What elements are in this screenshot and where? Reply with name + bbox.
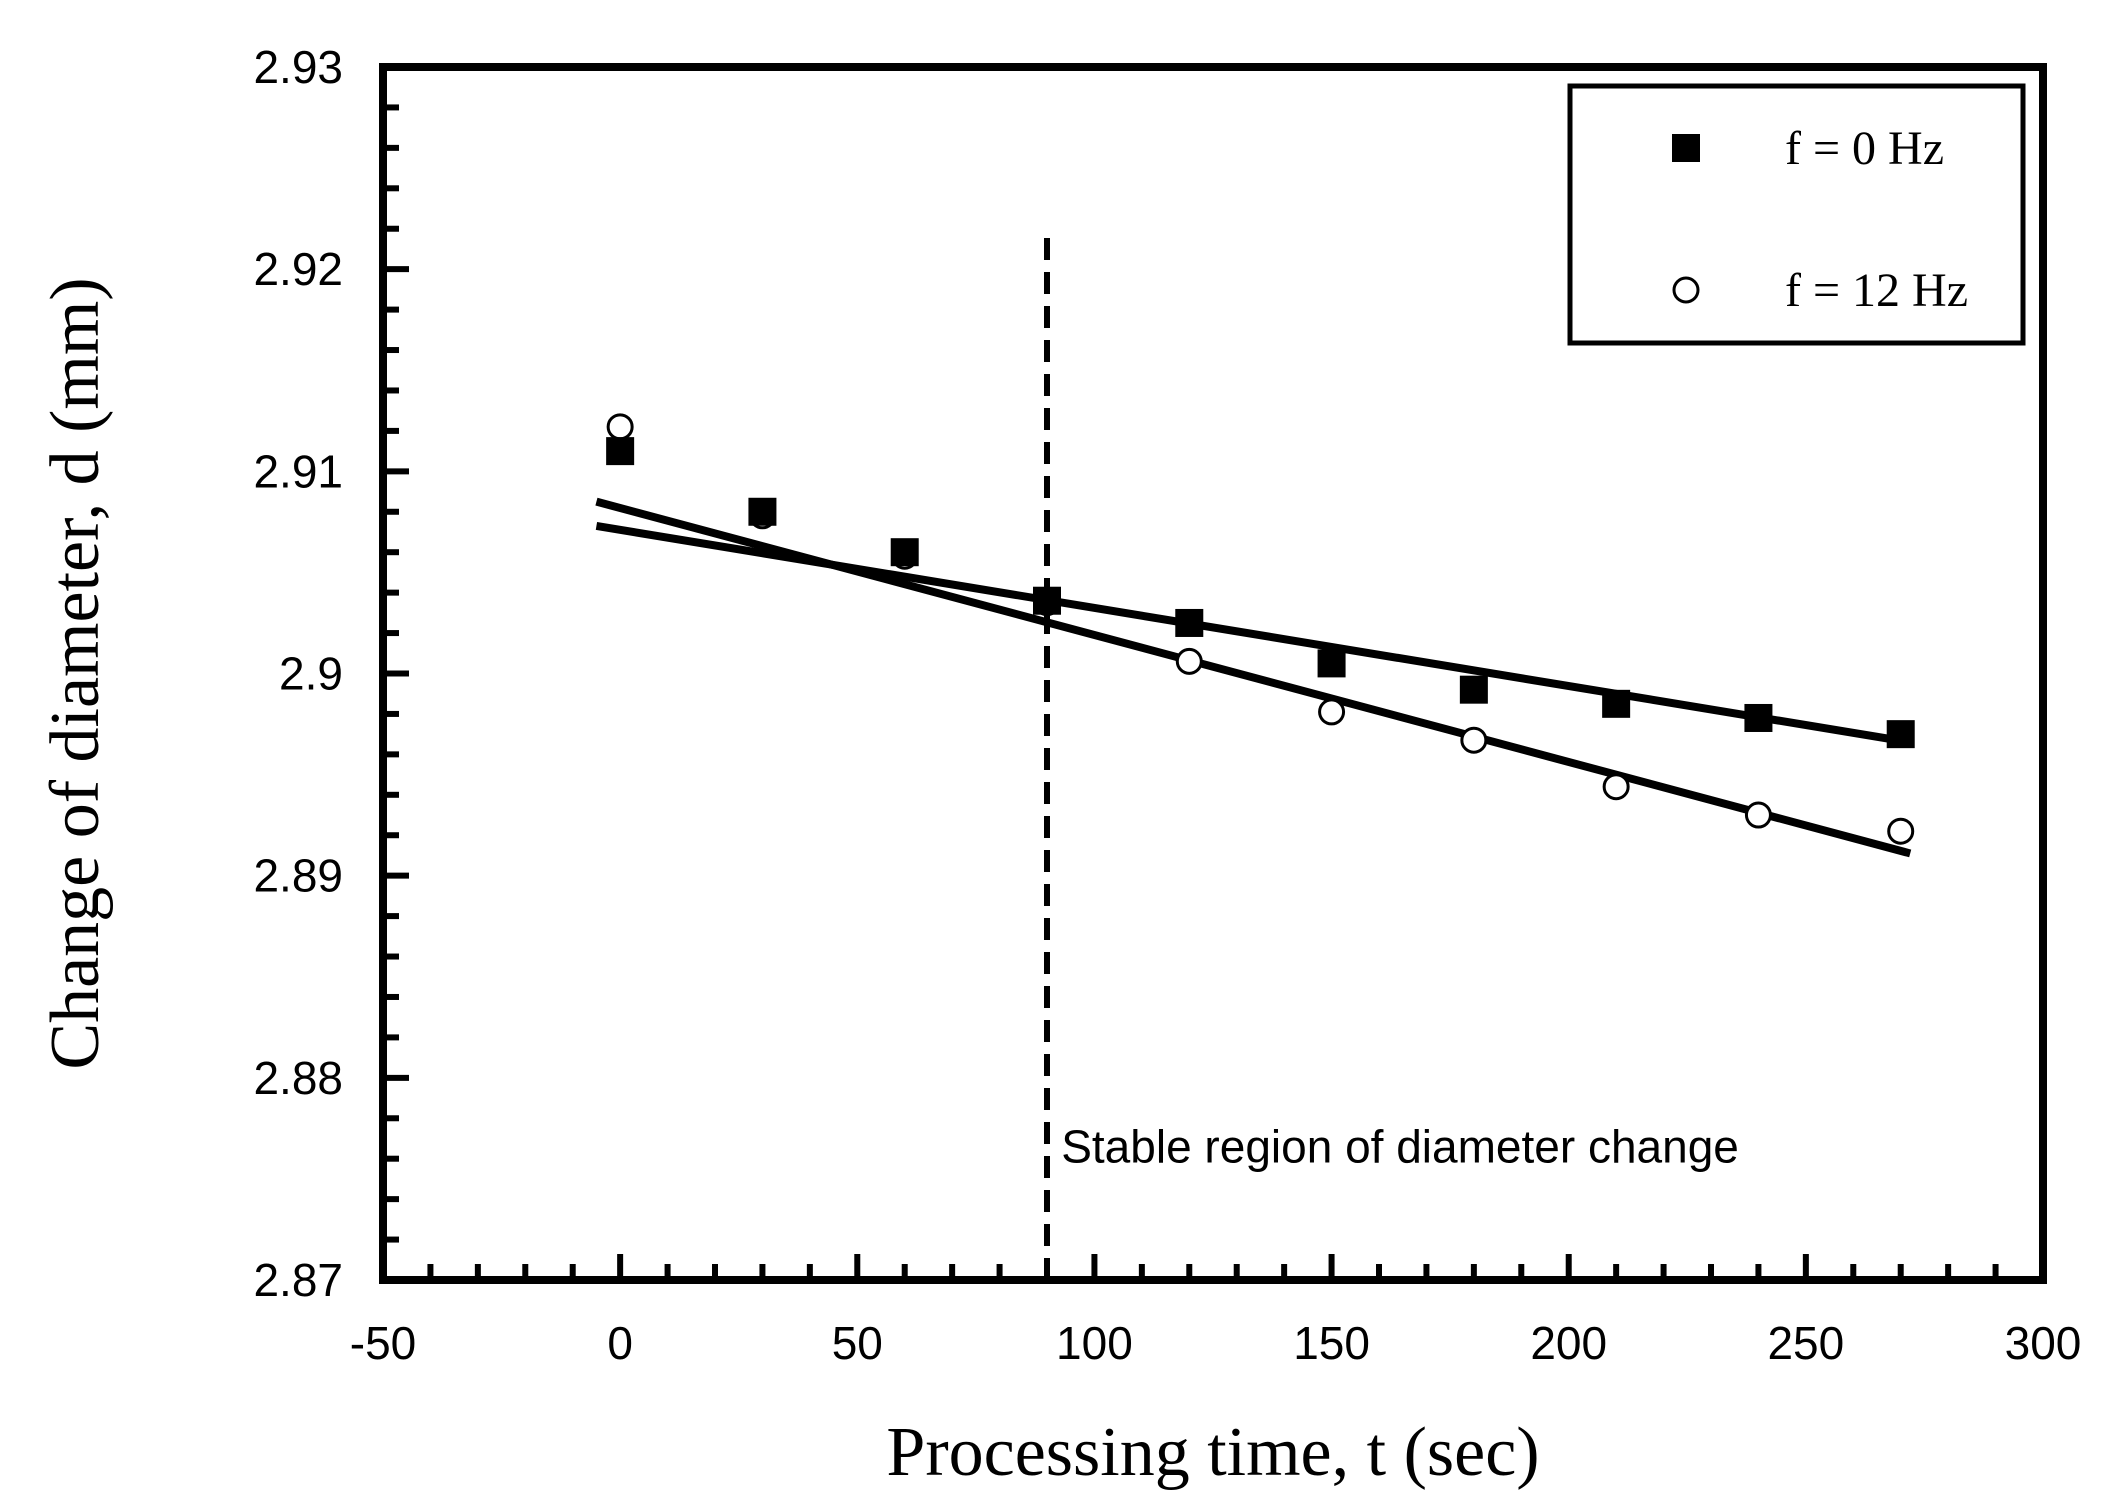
fit-lines bbox=[595, 497, 1912, 858]
legend-label-12hz: f = 12 Hz bbox=[1785, 264, 1968, 317]
legend-box bbox=[1567, 83, 2026, 346]
legend: f = 0 Hz f = 12 Hz bbox=[1567, 83, 2026, 346]
legend-marker-12hz bbox=[1672, 276, 1700, 304]
x-axis-title: Processing time, t (sec) bbox=[886, 1414, 1539, 1491]
x-tick-label: 0 bbox=[607, 1317, 633, 1369]
x-tick-label: -50 bbox=[350, 1317, 416, 1369]
x-tick-label: 300 bbox=[2005, 1317, 2082, 1369]
data-point-0hz bbox=[1317, 649, 1346, 678]
data-points bbox=[606, 413, 1915, 845]
data-point-12hz bbox=[1460, 726, 1488, 754]
y-axis-title: Change of diameter, d (mm) bbox=[37, 277, 114, 1069]
data-point-12hz bbox=[1744, 801, 1772, 829]
y-tick-label: 2.92 bbox=[253, 243, 343, 295]
data-point-0hz bbox=[1033, 586, 1061, 615]
y-tick-label: 2.93 bbox=[253, 41, 343, 93]
data-point-12hz bbox=[606, 413, 634, 441]
legend-label-0hz: f = 0 Hz bbox=[1785, 122, 1944, 175]
x-tick-label: 200 bbox=[1530, 1317, 1607, 1369]
data-point-12hz bbox=[1602, 773, 1630, 801]
x-tick-label: 150 bbox=[1293, 1317, 1370, 1369]
y-tick-label: 2.89 bbox=[253, 850, 343, 902]
y-tick-label: 2.91 bbox=[253, 445, 343, 497]
data-point-12hz bbox=[1887, 817, 1915, 845]
data-point-12hz bbox=[1175, 647, 1203, 675]
data-point-0hz bbox=[1886, 720, 1915, 749]
stable-region-label: Stable region of diameter change bbox=[1061, 1121, 1739, 1173]
y-tick-label: 2.88 bbox=[253, 1052, 343, 1104]
x-tick-label: 100 bbox=[1056, 1317, 1133, 1369]
data-point-0hz bbox=[1459, 675, 1488, 704]
data-point-0hz bbox=[606, 437, 635, 466]
data-point-0hz bbox=[890, 538, 919, 567]
x-tick-label: 50 bbox=[832, 1317, 883, 1369]
annotations: Stable region of diameter change bbox=[1044, 232, 1739, 1280]
data-point-0hz bbox=[1744, 703, 1773, 732]
data-point-12hz bbox=[1318, 698, 1346, 726]
y-tick-label: 2.9 bbox=[279, 648, 343, 700]
data-point-0hz bbox=[748, 497, 777, 526]
y-tick-label: 2.87 bbox=[253, 1254, 343, 1306]
plot-frame bbox=[379, 63, 2047, 1284]
data-point-0hz bbox=[1175, 608, 1204, 637]
fit-line-12hz bbox=[595, 497, 1912, 858]
data-point-0hz bbox=[1602, 689, 1631, 718]
tick-labels: -50 0 50 100 150 200 250 300 2.87 2.88 2.89 2.9 2.91… bbox=[253, 41, 2081, 1369]
legend-marker-0hz bbox=[1672, 134, 1700, 162]
x-tick-label: 250 bbox=[1767, 1317, 1844, 1369]
